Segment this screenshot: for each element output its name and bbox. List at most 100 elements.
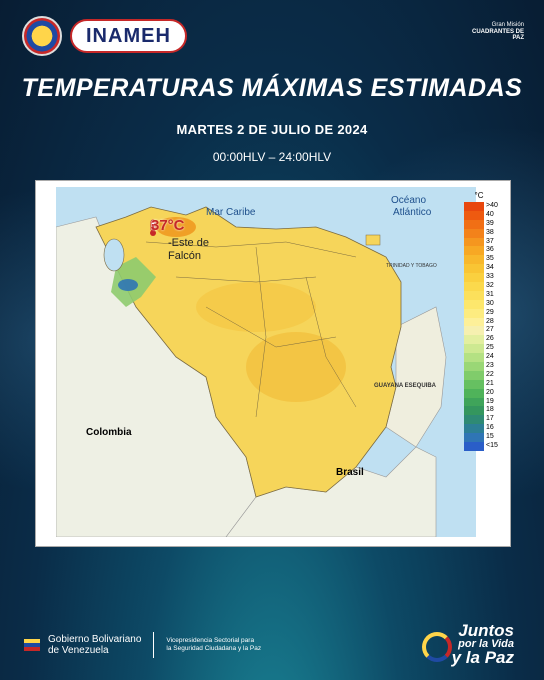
legend-swatch [464, 202, 484, 211]
max-temp-place: -Este de Falcón [168, 237, 209, 262]
hot-zone-falcon [156, 217, 196, 237]
legend-row: 38 [464, 228, 504, 238]
legend-row: 16 [464, 424, 504, 434]
gob-name: Gobierno Bolivariano de Venezuela [48, 634, 141, 656]
legend-label: 16 [486, 424, 494, 432]
legend-swatch [464, 344, 484, 354]
legend-row: 20 [464, 388, 504, 398]
warm-zone-center [246, 332, 346, 402]
legend-row: <15 [464, 442, 504, 451]
legend-swatch [464, 353, 484, 363]
juntos-logo: Juntos por la Vida y la Paz [451, 621, 514, 667]
vice-line2: la Seguridad Ciudadana y la Paz [166, 645, 262, 652]
warm-zone-llanos [196, 282, 316, 332]
ministry-emblem-icon [22, 16, 62, 56]
legend-row: 19 [464, 397, 504, 407]
legend-row: >40 [464, 202, 504, 211]
legend-swatch [464, 406, 484, 416]
legend-label: 23 [486, 362, 494, 370]
legend-swatch [464, 335, 484, 345]
legend-row: 23 [464, 362, 504, 371]
legend-swatch [464, 379, 484, 389]
legend-swatch [464, 397, 484, 407]
temperature-legend: °C >40 40 39 38 37 36 35 34 33 32 31 30 29 28 27 26 25 24… [464, 191, 504, 451]
legend-row: 21 [464, 379, 504, 389]
max-temp-place-line1: -Este de [168, 237, 209, 249]
legend-row: 37 [464, 237, 504, 247]
legend-swatch [464, 219, 484, 229]
thermometer-icon [150, 219, 156, 236]
legend-row: 26 [464, 335, 504, 345]
legend-swatch [464, 424, 484, 434]
legend-label: >40 [486, 202, 498, 209]
legend-swatch [464, 237, 484, 247]
legend-row: 34 [464, 264, 504, 274]
mission-line2: CUADRANTES DE PAZ [471, 28, 524, 42]
max-temp-value: 37°C [151, 217, 185, 234]
footer-gob: Gobierno Bolivariano de Venezuela Vicepr… [24, 632, 261, 658]
legend-swatch [464, 273, 484, 283]
legend-row: 39 [464, 219, 504, 229]
legend-row: 32 [464, 282, 504, 291]
trinidad-island [365, 234, 381, 246]
vice-presidency: Vicepresidencia Sectorial para la Seguri… [166, 637, 261, 654]
footer-divider [153, 632, 155, 658]
legend-swatch [464, 299, 484, 309]
cold-zone-andes [118, 279, 138, 291]
gob-line2: de Venezuela [48, 645, 109, 656]
legend-label: 20 [486, 388, 494, 396]
legend-swatch [464, 228, 484, 238]
legend-row: 15 [464, 433, 504, 443]
legend-label: 30 [486, 299, 494, 307]
temperature-map: Mar Caribe Océano Atlántico Colombia Bra… [35, 180, 511, 547]
legend-unit: °C [474, 191, 484, 200]
lake-maracaibo [103, 238, 125, 272]
legend-row: 40 [464, 210, 504, 220]
legend-swatch [464, 308, 484, 318]
legend-label: 17 [486, 415, 494, 423]
legend-label: 36 [486, 246, 494, 254]
venezuela-map-svg [56, 206, 447, 537]
legend-swatch [464, 388, 484, 398]
forecast-hours: 00:00HLV – 24:00HLV [212, 150, 332, 164]
legend-swatch [464, 433, 484, 443]
legend-label: 27 [486, 326, 494, 334]
legend-swatch [464, 326, 484, 336]
juntos-line3: y la Paz [451, 647, 514, 667]
legend-row: 22 [464, 370, 504, 380]
legend-swatch [464, 290, 484, 300]
legend-label: 31 [486, 290, 494, 298]
max-temp-place-line2: Falcón [168, 249, 202, 262]
colombia-label: Colombia [86, 427, 132, 438]
legend-label: 18 [486, 406, 494, 414]
legend-label: 35 [486, 255, 494, 263]
legend-swatch [464, 282, 484, 291]
juntos-line1: Juntos [458, 621, 514, 641]
atlantic-label-1: Océano [391, 195, 427, 206]
legend-row: 29 [464, 308, 504, 318]
legend-row: 28 [464, 317, 504, 327]
atlantic-label-2: Atlántico [393, 207, 432, 218]
state-boundaries [145, 241, 357, 418]
legend-swatch [464, 370, 484, 380]
legend-row: 24 [464, 353, 504, 363]
legend-label: 15 [486, 433, 494, 441]
legend-label: 29 [486, 308, 494, 316]
legend-swatch [464, 255, 484, 265]
legend-label: 25 [486, 344, 494, 352]
legend-row: 31 [464, 290, 504, 300]
legend-swatch [464, 317, 484, 327]
legend-row: 27 [464, 326, 504, 336]
legend-row: 36 [464, 246, 504, 256]
legend-label: 28 [486, 317, 494, 325]
legend-label: 37 [486, 237, 494, 245]
legend-label: 21 [486, 379, 494, 387]
legend-row: 33 [464, 273, 504, 283]
legend-rows: >40 40 39 38 37 36 35 34 33 32 31 30 29 28 27 26 25 24 23 2… [464, 202, 504, 451]
legend-label: 39 [486, 219, 494, 227]
legend-row: 35 [464, 255, 504, 265]
legend-label: 32 [486, 282, 494, 290]
venezuela-land [95, 206, 402, 498]
legend-label: 22 [486, 370, 494, 378]
forecast-date: MARTES 2 DE JULIO DE 2024 [176, 122, 368, 137]
